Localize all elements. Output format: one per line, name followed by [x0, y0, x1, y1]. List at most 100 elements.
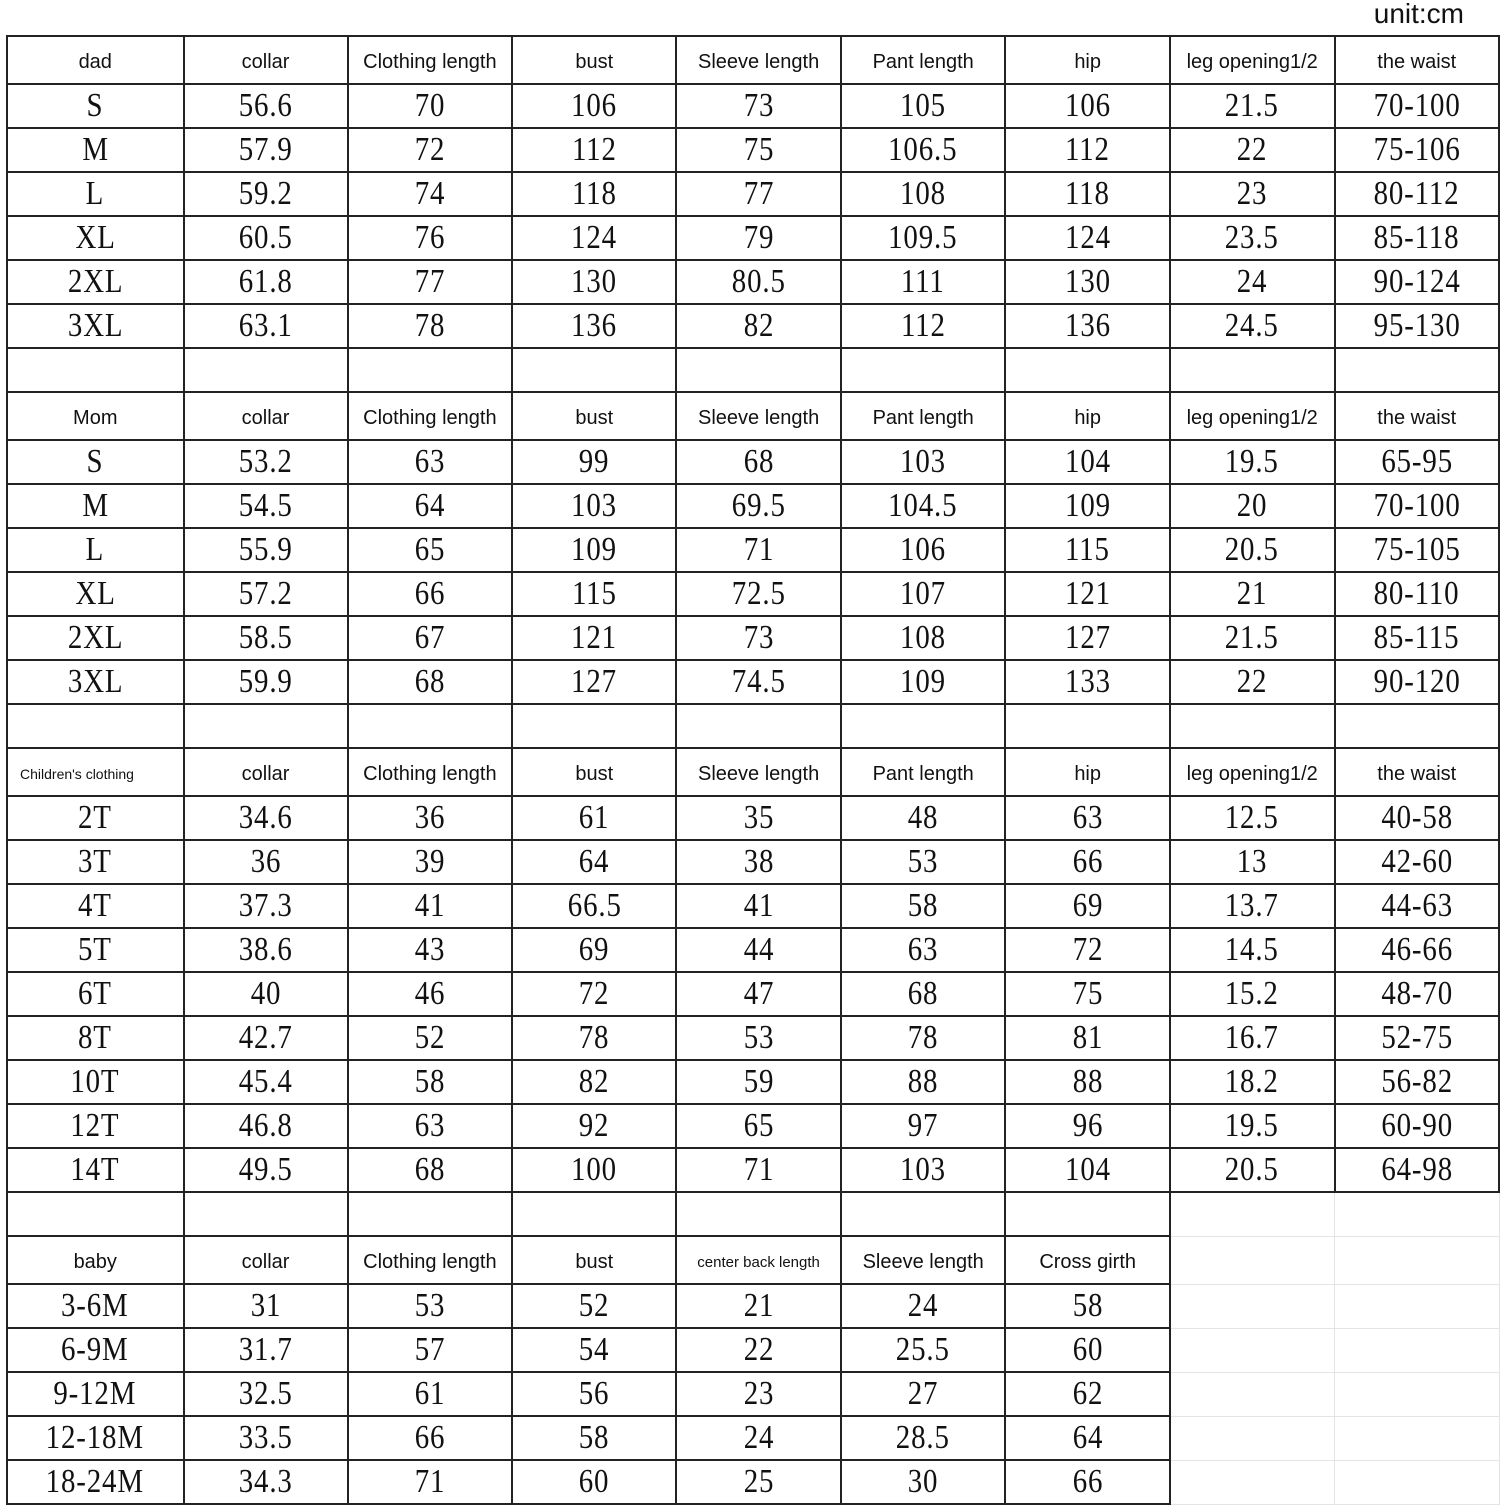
value-cell: 68	[839, 971, 1007, 1017]
value-cell: 43	[346, 927, 514, 973]
empty-cell	[1169, 1191, 1336, 1237]
value-cell: 72.5	[675, 571, 842, 617]
value-cell: 40	[182, 971, 349, 1017]
cell-text: 105	[900, 87, 947, 124]
cell-text: 104.5	[888, 487, 958, 524]
value-cell: 121	[511, 615, 678, 661]
value-cell: 80-112	[1333, 171, 1500, 217]
empty-cell	[1333, 347, 1500, 393]
cell-text: 96	[1072, 1107, 1103, 1144]
value-cell: 127	[1004, 615, 1171, 661]
cell-text: 41	[414, 887, 446, 924]
table-row: XL 57.2 66 115 72.5 107 121 21 80-110	[6, 571, 1500, 617]
cell-text: L	[85, 531, 105, 568]
cell-text: 58	[907, 887, 939, 924]
value-cell: 136	[1004, 303, 1171, 349]
value-cell	[1334, 1283, 1500, 1329]
cell-text: 44-63	[1380, 887, 1453, 924]
column-header: collar	[182, 1235, 349, 1285]
column-header: hip	[1004, 747, 1171, 797]
table-row: 2XL 61.8 77 130 80.5 111 130 24 90-124	[6, 259, 1500, 305]
cell-text: 21	[1236, 575, 1268, 612]
cell-text: 118	[571, 175, 617, 212]
column-header: Sleeve length	[675, 747, 842, 797]
empty-cell	[6, 347, 185, 393]
value-cell: 127	[511, 659, 678, 705]
value-cell: 25.5	[839, 1327, 1007, 1373]
empty-cell	[6, 1191, 185, 1237]
value-cell: 118	[1004, 171, 1171, 217]
cell-text: 10T	[70, 1063, 120, 1100]
cell-text: 77	[743, 175, 774, 212]
cell-text: 38	[743, 843, 774, 880]
cell-text: 57.9	[238, 131, 293, 168]
column-header	[1169, 1235, 1336, 1285]
cell-text: 115	[1065, 531, 1111, 568]
value-cell: 41	[675, 883, 842, 929]
column-header: bust	[511, 391, 678, 441]
size-cell: L	[6, 527, 185, 573]
value-cell: 34.3	[182, 1459, 349, 1505]
value-cell: 31	[182, 1283, 349, 1329]
value-cell: 59.9	[182, 659, 349, 705]
value-cell: 20	[1168, 483, 1336, 529]
value-cell: 25	[675, 1459, 842, 1505]
cell-text: 13.7	[1225, 887, 1280, 924]
cell-text: 6T	[78, 975, 113, 1012]
size-cell: 8T	[6, 1015, 185, 1061]
spacer-row	[6, 1191, 1500, 1237]
cell-text: 59	[743, 1063, 774, 1100]
cell-text: 19.5	[1225, 443, 1280, 480]
cell-text: 46-66	[1380, 931, 1453, 968]
cell-text: 112	[1065, 131, 1111, 168]
unit-label: unit:cm	[1373, 0, 1464, 29]
empty-cell	[1004, 703, 1171, 749]
cell-text: 121	[1064, 575, 1111, 612]
value-cell: 64-98	[1333, 1147, 1500, 1193]
value-cell: 112	[511, 127, 678, 173]
cell-text: 52-75	[1380, 1019, 1453, 1056]
value-cell: 23	[675, 1371, 842, 1417]
cell-text: 6-9M	[61, 1331, 130, 1368]
table-row: 6T 40 46 72 47 68 75 15.2 48-70	[6, 971, 1500, 1017]
value-cell: 97	[839, 1103, 1007, 1149]
cell-text: 75-106	[1373, 131, 1461, 168]
cell-text: 136	[1064, 307, 1111, 344]
value-cell: 57.2	[182, 571, 349, 617]
column-header: baby	[6, 1235, 185, 1285]
value-cell: 75-105	[1333, 527, 1500, 573]
table-row: 5T 38.6 43 69 44 63 72 14.5 46-66	[6, 927, 1500, 973]
value-cell: 60	[1004, 1327, 1171, 1373]
value-cell: 76	[346, 215, 514, 261]
cell-text: 57.2	[238, 575, 293, 612]
cell-text: 82	[743, 307, 774, 344]
table-row: 12T 46.8 63 92 65 97 96 19.5 60-90	[6, 1103, 1500, 1149]
cell-text: 85-115	[1373, 619, 1460, 656]
value-cell: 35	[675, 795, 842, 841]
value-cell: 66	[346, 1415, 514, 1461]
cell-text: 56-82	[1380, 1063, 1453, 1100]
cell-text: 35	[743, 799, 774, 836]
value-cell: 109.5	[839, 215, 1007, 261]
cell-text: 78	[907, 1019, 939, 1056]
value-cell: 19.5	[1168, 439, 1336, 485]
table-row: XL 60.5 76 124 79 109.5 124 23.5 85-118	[6, 215, 1500, 261]
cell-text: 66.5	[567, 887, 622, 924]
cell-text: 80-110	[1373, 575, 1460, 612]
value-cell: 64	[346, 483, 514, 529]
table-row: L 55.9 65 109 71 106 115 20.5 75-105	[6, 527, 1500, 573]
value-cell	[1334, 1371, 1500, 1417]
cell-text: 12T	[70, 1107, 120, 1144]
cell-text: 75-105	[1373, 531, 1461, 568]
value-cell: 33.5	[182, 1415, 349, 1461]
cell-text: 118	[1065, 175, 1111, 212]
value-cell: 39	[346, 839, 514, 885]
cell-text: 60.5	[238, 219, 293, 256]
value-cell: 52-75	[1333, 1015, 1500, 1061]
value-cell: 70-100	[1333, 83, 1500, 129]
value-cell: 121	[1004, 571, 1171, 617]
value-cell: 15.2	[1168, 971, 1336, 1017]
value-cell: 13.7	[1168, 883, 1336, 929]
cell-text: 75	[743, 131, 774, 168]
value-cell: 46-66	[1333, 927, 1500, 973]
